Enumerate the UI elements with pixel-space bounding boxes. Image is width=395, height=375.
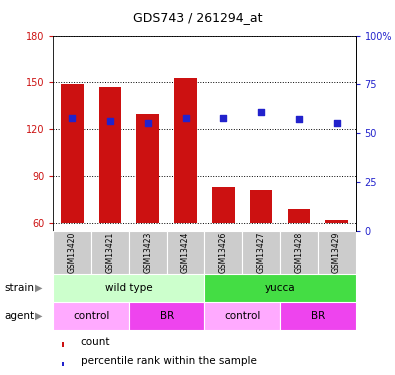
Text: ▶: ▶ [35, 311, 42, 321]
Bar [62, 362, 64, 366]
Point [333, 120, 340, 126]
Bar [99, 87, 121, 223]
Text: GSM13421: GSM13421 [105, 231, 115, 273]
Text: GSM13423: GSM13423 [143, 231, 152, 273]
Bar [205, 231, 242, 274]
Text: GSM13427: GSM13427 [257, 231, 265, 273]
Bar [136, 114, 159, 223]
Bar [242, 231, 280, 274]
Point [69, 114, 75, 120]
Text: control: control [224, 311, 260, 321]
Text: control: control [73, 311, 109, 321]
Point [296, 117, 302, 123]
Text: GSM13420: GSM13420 [68, 231, 77, 273]
Text: count: count [81, 336, 110, 346]
Bar [53, 274, 205, 302]
Point [107, 118, 113, 124]
Bar [205, 274, 356, 302]
Text: GSM13424: GSM13424 [181, 231, 190, 273]
Bar [288, 209, 310, 223]
Bar [325, 220, 348, 223]
Text: GSM13429: GSM13429 [332, 231, 341, 273]
Bar [280, 231, 318, 274]
Bar [280, 302, 356, 330]
Bar [318, 231, 356, 274]
Bar [212, 187, 235, 223]
Text: BR: BR [160, 311, 174, 321]
Bar [53, 231, 91, 274]
Bar [91, 231, 129, 274]
Text: GSM13426: GSM13426 [219, 231, 228, 273]
Text: GSM13428: GSM13428 [294, 231, 303, 273]
Point [145, 120, 151, 126]
Bar [129, 231, 167, 274]
Bar [174, 78, 197, 223]
Bar [167, 231, 205, 274]
Point [182, 114, 189, 120]
Text: wild type: wild type [105, 283, 153, 293]
Text: agent: agent [4, 311, 34, 321]
Point [258, 109, 264, 115]
Bar [62, 342, 64, 346]
Bar [61, 84, 83, 223]
Bar [250, 190, 273, 223]
Text: strain: strain [4, 283, 34, 293]
Text: percentile rank within the sample: percentile rank within the sample [81, 356, 256, 366]
Text: yucca: yucca [265, 283, 295, 293]
Bar [205, 302, 280, 330]
Text: GDS743 / 261294_at: GDS743 / 261294_at [133, 11, 262, 24]
Text: ▶: ▶ [35, 283, 42, 293]
Point [220, 114, 226, 120]
Text: BR: BR [310, 311, 325, 321]
Bar [53, 302, 129, 330]
Bar [129, 302, 205, 330]
